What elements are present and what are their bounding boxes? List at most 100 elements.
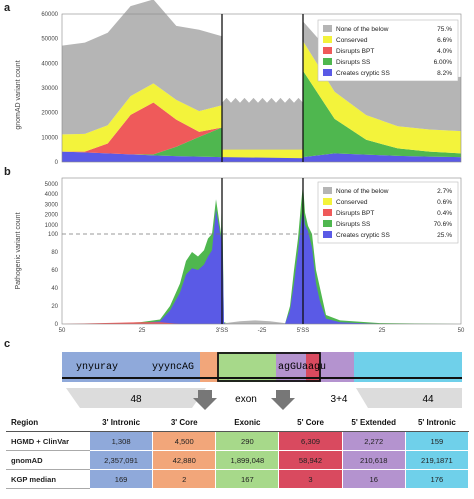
table-cell: 1,308 bbox=[88, 431, 154, 451]
table-cell: 6,309 bbox=[278, 431, 343, 451]
x-tick-label-b: -25 bbox=[258, 328, 267, 334]
seq-left: ynyuray bbox=[76, 362, 118, 373]
label-48: 48 bbox=[130, 394, 142, 405]
legend-label: Creates cryptic SS bbox=[336, 232, 390, 239]
y-tick-label-b: 40 bbox=[51, 286, 58, 292]
area-cryptic bbox=[62, 209, 230, 324]
area-bpt bbox=[62, 102, 222, 155]
legend-label: Disrupts BPT bbox=[336, 48, 374, 55]
header-3-core: 3' Core bbox=[152, 412, 217, 432]
header-5-core: 5' Core bbox=[278, 412, 343, 432]
legend-swatch bbox=[323, 69, 332, 76]
chart-b: 0 20 40 60 80 100 1000 2000 3000 4000 5000 Pathoge… bbox=[15, 177, 465, 334]
y-tick-label-b: 3000 bbox=[45, 202, 59, 208]
header-5-intronic: 5' Intronic bbox=[404, 412, 470, 432]
legend-pct: 0.6% bbox=[437, 199, 452, 206]
legend-label: Creates cryptic SS bbox=[336, 70, 390, 77]
legend-pct: 4.0% bbox=[437, 48, 452, 55]
legend-swatch bbox=[323, 47, 332, 54]
area-ss bbox=[303, 70, 461, 158]
legend-pct: 8.2% bbox=[437, 70, 452, 77]
legend-pct: 2.7% bbox=[437, 188, 452, 195]
arrow-3ss bbox=[193, 390, 217, 410]
legend-label: Disrupts BPT bbox=[336, 210, 374, 217]
legend-label: Disrupts SS bbox=[336, 221, 371, 228]
table-cell: 4,500 bbox=[152, 431, 217, 451]
y-tick-label-a: 30000 bbox=[41, 86, 58, 92]
legend-pct: 0.4% bbox=[437, 210, 452, 217]
table-cell: 42,880 bbox=[152, 450, 217, 470]
table-row: KGP median 169 2 167 3 16 176 bbox=[6, 469, 470, 489]
x-tick-label-b: 50 bbox=[458, 328, 465, 334]
table-cell: 2 bbox=[152, 469, 217, 489]
legend-swatch bbox=[323, 209, 332, 216]
legend-swatch bbox=[323, 198, 332, 205]
table-cell: 176 bbox=[404, 469, 470, 489]
legend-label: None of the below bbox=[336, 26, 389, 33]
x-tick-label-b: 25 bbox=[139, 328, 146, 334]
row-label: KGP median bbox=[6, 469, 90, 489]
splice-region-diagram: ynyuray yyyncAG agGUaagu 48 exon 3+4 44 bbox=[62, 352, 462, 410]
table-header-row: Region 3' Intronic 3' Core Exonic 5' Cor… bbox=[6, 412, 470, 432]
area-none-exon bbox=[222, 97, 303, 162]
legend-label: Conserved bbox=[336, 37, 368, 44]
table-row: HGMD + ClinVar 1,308 4,500 290 6,309 2,2… bbox=[6, 431, 470, 451]
table-cell: 2,357,091 bbox=[88, 450, 154, 470]
area-cryptic bbox=[62, 151, 222, 162]
table-cell: 210,618 bbox=[341, 450, 406, 470]
label-44: 44 bbox=[422, 394, 434, 405]
legend-pct: 75.% bbox=[437, 26, 452, 33]
table-cell: 16 bbox=[341, 469, 406, 489]
y-tick-label-a: 50000 bbox=[41, 37, 58, 43]
region-core-3 bbox=[200, 352, 218, 382]
area-conserved bbox=[62, 83, 222, 152]
y-tick-label-b: 2000 bbox=[45, 213, 59, 219]
row-label: HGMD + ClinVar bbox=[6, 431, 90, 451]
y-tick-label-a: 60000 bbox=[41, 12, 58, 18]
exon-box bbox=[217, 352, 321, 382]
y-tick-label-b: 80 bbox=[51, 250, 58, 256]
y-axis-label-a: gnomAD variant count bbox=[15, 60, 22, 129]
table-cell: 58,942 bbox=[278, 450, 343, 470]
area-none bbox=[225, 320, 285, 324]
legend-pct: 6.00% bbox=[434, 59, 453, 66]
y-tick-label-a: 40000 bbox=[41, 61, 58, 67]
row-label: gnomAD bbox=[6, 450, 90, 470]
area-bpt bbox=[62, 322, 230, 324]
y-tick-label-b: 0 bbox=[55, 322, 59, 328]
y-tick-label-b: 1000 bbox=[45, 223, 59, 229]
table-cell: 3 bbox=[278, 469, 343, 489]
legend-swatch bbox=[323, 220, 332, 227]
table-cell: 290 bbox=[215, 431, 280, 451]
header-3-intronic: 3' Intronic bbox=[88, 412, 154, 432]
legend-label: Disrupts SS bbox=[336, 59, 371, 66]
panel-label-b: b bbox=[4, 166, 11, 178]
bracket-44 bbox=[356, 388, 462, 408]
y-tick-label-a: 0 bbox=[55, 160, 59, 166]
legend-swatch bbox=[323, 25, 332, 32]
y-tick-label-b: 60 bbox=[51, 268, 58, 274]
legend-pct: 6.6% bbox=[437, 37, 452, 44]
y-tick-label-b: 100 bbox=[48, 232, 59, 238]
table-cell: 167 bbox=[215, 469, 280, 489]
table-cell: 169 bbox=[88, 469, 154, 489]
chart-a: 0 10000 20000 30000 40000 50000 60000 gnomAD v… bbox=[15, 0, 462, 166]
table-cell: 159 bbox=[404, 431, 470, 451]
area-ss bbox=[62, 127, 222, 158]
plot-frame-b bbox=[61, 177, 462, 325]
y-tick-label-a: 10000 bbox=[41, 135, 58, 141]
header-exonic: Exonic bbox=[215, 412, 280, 432]
x-tick-label-b: 3'SS bbox=[216, 328, 229, 334]
table-cell: 1,899,048 bbox=[215, 450, 280, 470]
y-tick-label-b: 20 bbox=[51, 304, 58, 310]
legend-swatch bbox=[323, 58, 332, 65]
plot-frame-a bbox=[61, 13, 462, 163]
x-tick-label-b: 25 bbox=[379, 328, 386, 334]
seq-right: agGUaagu bbox=[278, 362, 326, 373]
area-cryptic bbox=[303, 153, 461, 162]
area-cryptic-exon bbox=[222, 157, 303, 162]
legend-box-a bbox=[317, 19, 459, 82]
bracket-48 bbox=[66, 388, 206, 408]
legend-swatch bbox=[323, 187, 332, 194]
label-3plus4: 3+4 bbox=[331, 394, 348, 405]
